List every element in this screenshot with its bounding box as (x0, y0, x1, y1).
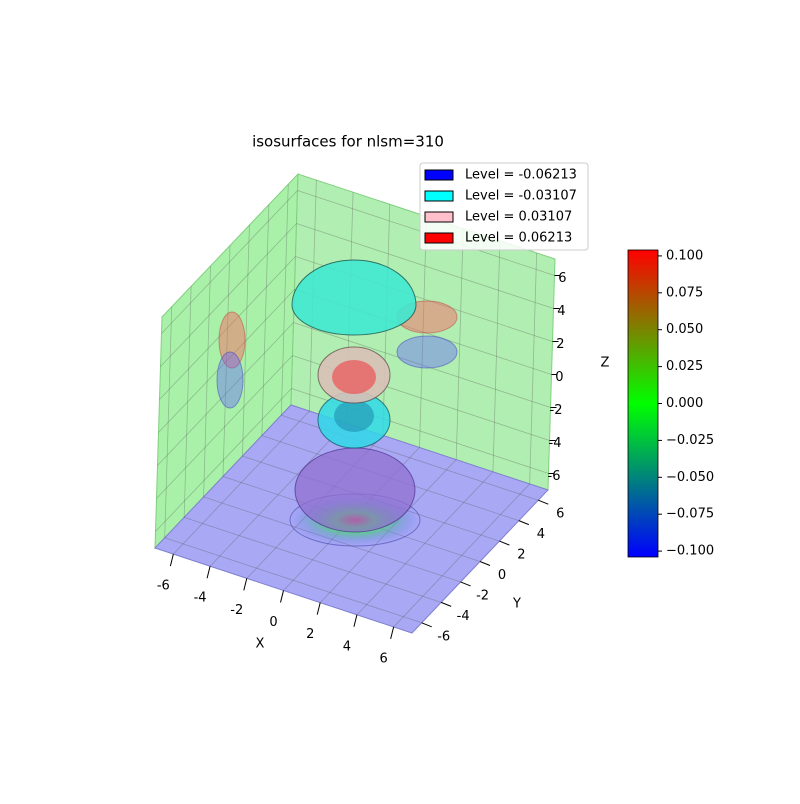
x-tick (353, 614, 358, 627)
legend-label: Level = 0.06213 (465, 231, 572, 246)
grid-line (242, 225, 250, 457)
grid-line (222, 245, 231, 477)
colorbar-tick-label: −0.025 (666, 433, 714, 448)
colorbar-tick-label: 0.050 (666, 322, 703, 337)
colorbar-tick-label: −0.100 (666, 544, 714, 559)
grid-line (159, 256, 296, 400)
legend-swatch (424, 232, 454, 244)
chart-title: isosurfaces for nlsm=310 (252, 133, 444, 151)
y-tick-label: 6 (556, 507, 564, 522)
colorbar-tick-label: −0.075 (666, 507, 714, 522)
colorbar: −0.100 −0.075 −0.050 −0.025 0.000 0.025 0.050 0… (627, 248, 714, 559)
grid-line (157, 322, 294, 466)
legend-swatch (424, 190, 454, 202)
grid-line (455, 228, 464, 460)
isosurfaces (216, 259, 458, 547)
grid-line (161, 190, 298, 334)
x-tick (169, 553, 174, 567)
grid-line (203, 265, 211, 497)
y-tick-label: -2 (476, 588, 489, 603)
y-tick (499, 540, 510, 546)
grid-line (393, 483, 530, 628)
y-axis-label: Y (512, 597, 521, 612)
x-tick-label: 2 (306, 627, 314, 642)
x-tick (206, 566, 211, 579)
grid-line (156, 355, 293, 499)
y-tick-label: -6 (437, 629, 450, 644)
x-tick-label: 0 (269, 615, 277, 630)
x-tick-label: -6 (157, 579, 170, 594)
grid-line (164, 306, 173, 538)
grid-line (356, 471, 494, 616)
grid-line (280, 184, 289, 416)
legend-swatch (424, 211, 454, 223)
legend-label: Level = 0.03107 (465, 210, 572, 225)
colorbar-tick-label: 0.075 (666, 285, 703, 300)
legend-label: Level = -0.03107 (465, 189, 577, 204)
y-tick-label: -4 (457, 609, 470, 624)
y-tick-label: 0 (498, 568, 506, 583)
y-tick (421, 622, 432, 628)
x-tick-label: -4 (194, 591, 207, 606)
y-tick (518, 520, 530, 526)
isosurface (291, 259, 417, 336)
y-tick (460, 581, 471, 587)
wall-contour (216, 351, 244, 409)
x-tick (280, 590, 284, 603)
grid-line (173, 410, 310, 555)
x-tick (316, 602, 321, 615)
y-tick-label: 2 (517, 548, 525, 563)
grid-line (158, 289, 295, 433)
z-tick-label: 2 (556, 337, 564, 352)
grid-line (183, 286, 192, 518)
y-tick-label: 4 (537, 527, 545, 542)
grid-line (492, 240, 501, 472)
x-tick (390, 626, 395, 640)
grid-line (155, 388, 292, 532)
legend-box (419, 162, 589, 251)
x-tick-label: 4 (343, 639, 351, 654)
colorbar-bar (627, 249, 659, 558)
colorbar-tick-label: 0.025 (666, 359, 703, 374)
grid-line (160, 223, 297, 367)
colorbar-tick-label: 0.000 (666, 396, 703, 411)
legend: Level = -0.06213 Level = -0.03107 Level = … (419, 162, 589, 251)
y-tick (440, 601, 452, 607)
isosurface (334, 400, 374, 432)
grid-line (296, 223, 554, 309)
grid-line (293, 322, 551, 408)
y-tick (538, 499, 549, 505)
z-tick-label: 4 (557, 304, 565, 319)
colorbar-tick-label: 0.100 (666, 248, 703, 263)
colorbar-tick-label: −0.050 (666, 470, 714, 485)
z-axis-label: Z (601, 356, 610, 371)
z-tick-label: -4 (549, 436, 562, 451)
grid-line (184, 516, 442, 603)
x-tick-label: -2 (230, 603, 243, 618)
x-axis-label: X (256, 637, 265, 652)
z-tick-label: 0 (555, 370, 563, 385)
z-tick-label: -6 (548, 469, 561, 484)
x-tick (243, 578, 248, 591)
isosurface (332, 360, 376, 394)
y-tick (479, 561, 491, 566)
x-tick-label: 6 (380, 651, 388, 666)
grid-line (419, 216, 427, 448)
grid-line (261, 204, 270, 436)
legend-label: Level = -0.06213 (465, 168, 577, 183)
legend-swatch (424, 169, 454, 181)
z-tick-label: 6 (558, 271, 566, 286)
z-tick-label: -2 (550, 403, 563, 418)
grid-line (529, 252, 538, 484)
wall-contour (396, 335, 458, 369)
grid-line (164, 537, 422, 624)
grid-line (209, 422, 347, 567)
isosurface (294, 447, 416, 533)
